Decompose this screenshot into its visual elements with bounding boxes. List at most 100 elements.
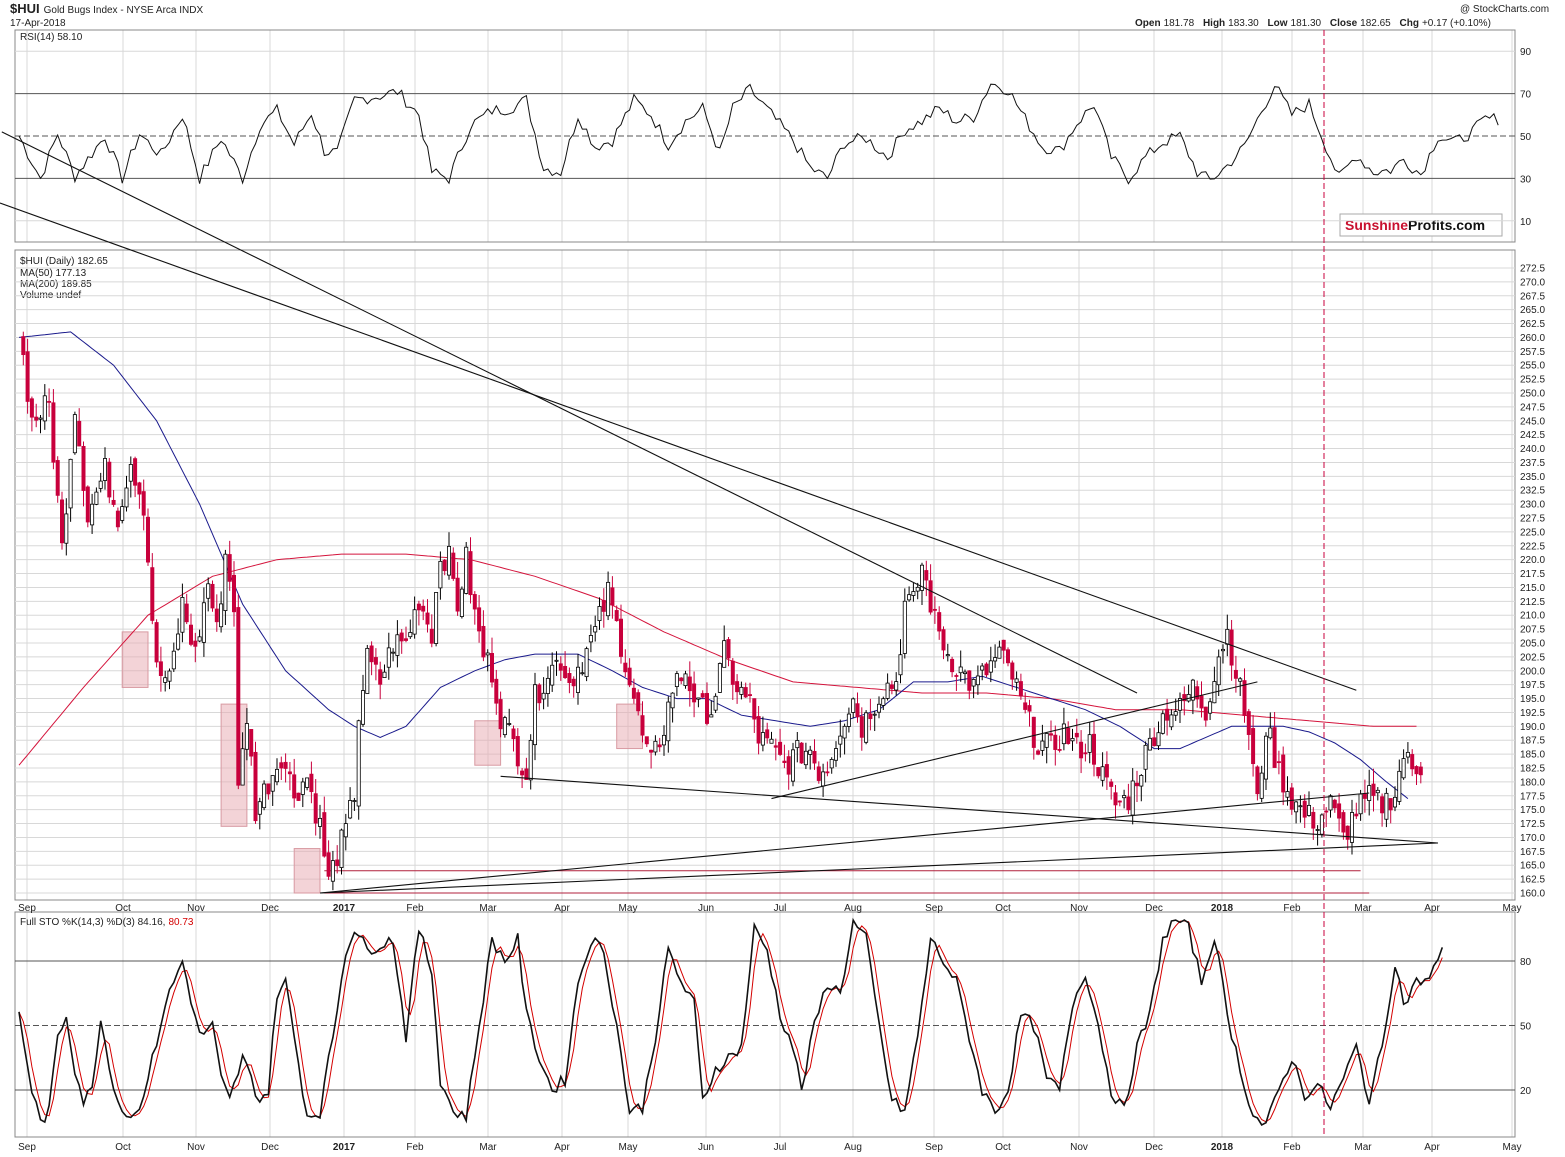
month-tick-label-sto: Feb — [1283, 1142, 1301, 1153]
candle-body — [795, 740, 800, 749]
candle-body — [382, 671, 387, 678]
price-tick-label: 252.5 — [1520, 375, 1545, 386]
price-tick-label: 242.5 — [1520, 430, 1545, 441]
candle-body — [352, 800, 357, 802]
candle-body — [210, 583, 215, 609]
sto-panel-frame — [14, 911, 1516, 1138]
candle-body — [21, 336, 26, 356]
price-tick-label: 182.5 — [1520, 764, 1545, 775]
candle-body — [1264, 735, 1269, 780]
candle-body — [515, 736, 520, 767]
candle-body — [920, 564, 925, 591]
candle-body — [154, 622, 159, 663]
candle-body — [330, 860, 335, 882]
candle-body — [971, 679, 976, 687]
candle-body — [722, 640, 727, 668]
candle-body — [42, 395, 47, 422]
trend-line — [771, 681, 1258, 800]
candle-body — [1173, 711, 1178, 716]
sto-tick-label: 50 — [1520, 1022, 1532, 1033]
candle-body — [365, 647, 370, 694]
candle-body — [1410, 754, 1415, 770]
candle-body — [1358, 793, 1363, 815]
candle-body — [317, 817, 322, 827]
candle-body — [928, 580, 933, 613]
candle-body — [649, 749, 654, 753]
candle-body — [687, 676, 692, 692]
candle-body — [184, 603, 189, 623]
price-legend-ma200: MA(200) 189.85 — [20, 279, 92, 290]
candle-body — [451, 552, 456, 579]
price-legend-ma50: MA(50) 177.13 — [20, 268, 87, 279]
candle-body — [249, 729, 254, 757]
month-tick-label-sto: Apr — [554, 1142, 570, 1153]
candle-body — [709, 714, 714, 718]
month-tick-label-price: Sep — [18, 903, 36, 914]
candle-body — [1036, 750, 1041, 755]
sto-k-line — [18, 917, 1444, 1126]
month-tick-label-price: 2018 — [1211, 903, 1234, 914]
candle-body — [1319, 814, 1324, 835]
candle-body — [214, 608, 219, 623]
highlight-box — [293, 848, 321, 894]
candle-body — [257, 801, 262, 815]
candle-body — [292, 774, 297, 799]
candle-body — [111, 499, 116, 505]
candle-body — [1311, 811, 1316, 829]
candle-body — [507, 723, 512, 725]
price-tick-label: 187.5 — [1520, 736, 1545, 747]
candle-body — [1238, 678, 1243, 682]
candle-body — [881, 698, 886, 706]
candle-body — [1195, 686, 1200, 700]
candle-body — [778, 741, 783, 755]
month-tick-label-price: Mar — [479, 903, 497, 914]
candle-body — [360, 690, 365, 725]
candle-body — [1337, 803, 1342, 819]
candle-body — [816, 766, 821, 781]
candle-body — [227, 554, 232, 582]
candle-body — [1122, 795, 1127, 799]
candle-body — [1139, 775, 1144, 787]
major-trend-line — [0, 202, 1357, 691]
price-tick-label: 215.0 — [1520, 583, 1545, 594]
candle-body — [1268, 727, 1273, 739]
candle-body — [1190, 679, 1195, 701]
candle-body — [1315, 829, 1320, 831]
candle-body — [838, 735, 843, 745]
price-tick-label: 272.5 — [1520, 264, 1545, 275]
month-tick-label-price: Jul — [774, 903, 787, 914]
candle-body — [584, 648, 589, 678]
candle-body — [1169, 714, 1174, 728]
candle-body — [223, 553, 228, 612]
candle-body — [726, 639, 731, 659]
candle-body — [1324, 810, 1329, 813]
candle-body — [851, 698, 856, 713]
candle-body — [597, 606, 602, 622]
candle-body — [472, 594, 477, 610]
price-tick-label: 167.5 — [1520, 847, 1545, 858]
sto-legend-d: 80.73 — [168, 917, 193, 928]
candle-body — [25, 351, 30, 402]
candle-body — [494, 678, 499, 704]
candle-body — [335, 859, 340, 867]
candle-body — [163, 677, 168, 683]
rsi-layer — [15, 50, 1515, 222]
ohlc-readout: Open 181.78 High 183.30 Low 181.30 Close 182… — [1135, 18, 1491, 29]
candle-body — [1298, 805, 1303, 808]
high-value: 183.30 — [1228, 18, 1259, 29]
candle-body — [799, 742, 804, 764]
watermark-part2: Profits.com — [1408, 217, 1485, 233]
candle-body — [700, 693, 705, 698]
candle-body — [1307, 804, 1312, 816]
candle-body — [47, 400, 52, 403]
candle-body — [1104, 764, 1109, 778]
price-legend-symbol: $HUI (Daily) 182.65 — [20, 256, 108, 267]
candle-body — [937, 612, 942, 632]
month-tick-label-price: May — [619, 903, 638, 914]
price-tick-label: 210.0 — [1520, 611, 1545, 622]
price-tick-label: 192.5 — [1520, 708, 1545, 719]
candle-body — [1031, 716, 1036, 748]
candle-body — [386, 647, 391, 668]
candle-body — [954, 675, 959, 677]
